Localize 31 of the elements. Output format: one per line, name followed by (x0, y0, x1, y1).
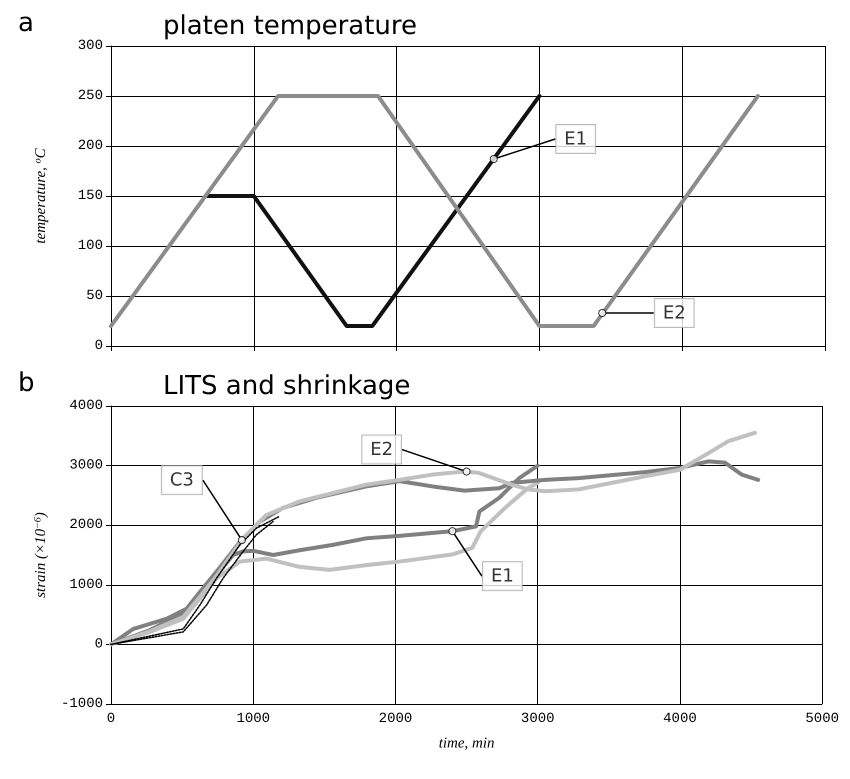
chart-title: LITS and shrinkage (163, 371, 410, 401)
text: b (18, 368, 35, 398)
y-tick-label: 250 (78, 88, 103, 104)
y-axis-title: strain (×10−6) (32, 512, 49, 598)
text: a (18, 8, 34, 38)
annotation: E2 (370, 439, 394, 460)
chart-title: platen temperature (163, 11, 418, 41)
y-tick-label: 50 (86, 288, 103, 304)
y-axis-title: temperature, oC (32, 147, 49, 244)
y-tick-label: 0 (94, 636, 103, 652)
x-tick-label: 2000 (378, 711, 412, 727)
y-tick-label: 2000 (69, 517, 103, 534)
y-tick-label: 150 (78, 188, 103, 204)
y-tick-label: 1000 (69, 576, 103, 593)
y-tick-label: 300 (78, 38, 103, 54)
x-tick-label: 4000 (663, 711, 697, 727)
annotation: C3 (170, 470, 194, 491)
x-tick-label: 5000 (805, 711, 839, 727)
annotation: E2 (662, 302, 686, 324)
annotation: E1 (564, 128, 588, 150)
x-axis-title: time, min (438, 736, 495, 752)
y-tick-label: 3000 (69, 458, 103, 474)
x-tick-label: 3000 (520, 711, 555, 727)
y-tick-label: 100 (78, 238, 103, 254)
x-tick-label: 0 (106, 711, 116, 727)
y-tick-label: 0 (94, 338, 103, 354)
y-tick-label: 200 (78, 138, 103, 154)
y-tick-label: 4000 (69, 398, 103, 414)
annotation: E1 (490, 566, 514, 587)
y-tick-label: -1000 (60, 696, 103, 712)
x-tick-label: 1000 (236, 711, 270, 727)
